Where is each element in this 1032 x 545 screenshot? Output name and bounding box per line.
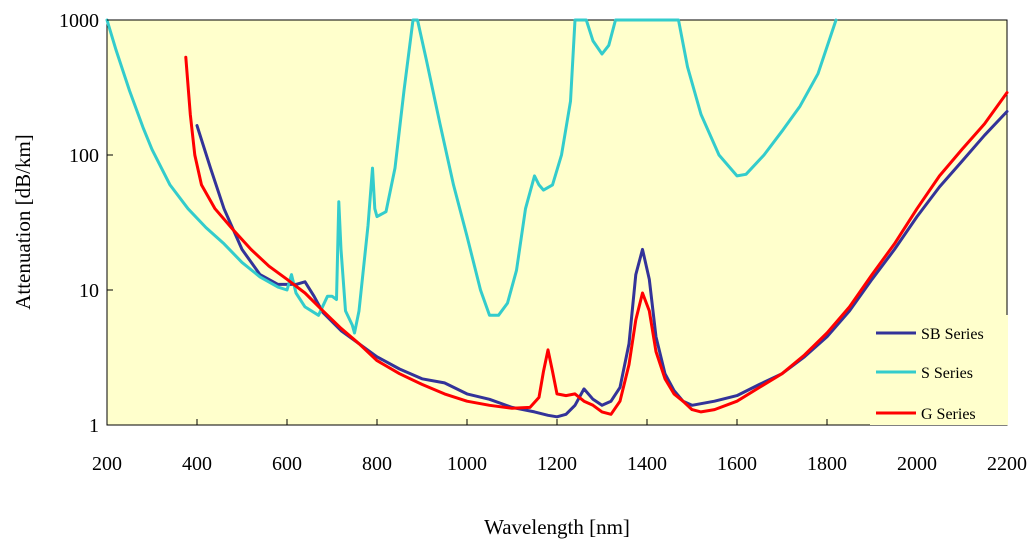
legend-label: SB Series bbox=[921, 326, 984, 343]
legend: SB Series S Series G Series bbox=[870, 315, 1008, 425]
x-tick-label: 1400 bbox=[627, 453, 667, 475]
y-tick-label: 1000 bbox=[59, 10, 99, 32]
x-axis-title: Wavelength [nm] bbox=[484, 515, 630, 539]
y-tick-label: 10 bbox=[79, 280, 99, 302]
series-line-g-series bbox=[184, 55, 1009, 416]
y-tick-label: 100 bbox=[69, 145, 99, 167]
axis-layer: 200 400 600 800 1000 1200 1400 1600 1800 2000 2200… bbox=[59, 10, 1027, 475]
plot-area-background bbox=[106, 19, 1008, 426]
x-tick-label: 2000 bbox=[897, 453, 937, 475]
y-axis-title: Attenuation [dB/km] bbox=[11, 134, 35, 310]
x-tick-label: 600 bbox=[272, 453, 302, 475]
x-tick-label: 400 bbox=[182, 453, 212, 475]
legend-label: G Series bbox=[921, 406, 976, 423]
x-tick-label: 1800 bbox=[807, 453, 847, 475]
x-tick-label: 800 bbox=[362, 453, 392, 475]
x-tick-label: 1600 bbox=[717, 453, 757, 475]
x-tick-label: 200 bbox=[92, 453, 122, 475]
x-tick-label: 1000 bbox=[447, 453, 487, 475]
legend-label: S Series bbox=[921, 365, 973, 382]
series-line-s-series bbox=[105, 18, 838, 335]
x-tick-label: 2200 bbox=[987, 453, 1027, 475]
series-layer bbox=[105, 18, 1009, 419]
x-tick-label: 1200 bbox=[537, 453, 577, 475]
y-tick-label: 1 bbox=[89, 415, 99, 437]
